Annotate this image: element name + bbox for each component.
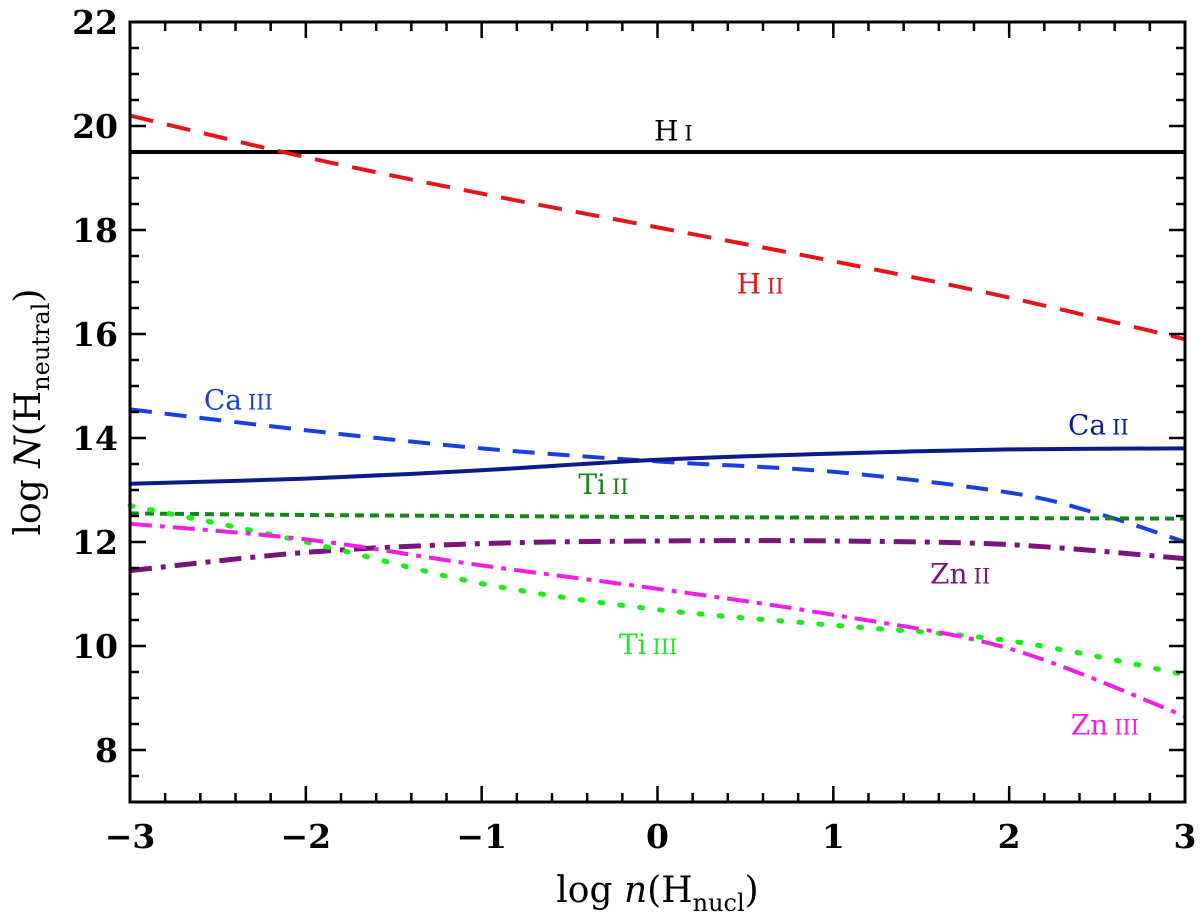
series-label-ti-iii: Ti III [619, 628, 678, 661]
series-label-zn-ii: Zn II [930, 558, 990, 591]
series-layer [127, 113, 1188, 719]
x-tick-label: 0 [646, 817, 669, 856]
x-axis-title: log n(Hnucl) [556, 870, 758, 917]
series-label-ca-iii: Ca III [204, 383, 273, 416]
x-tick-label: 2 [998, 817, 1021, 856]
series-line-ti-ii [129, 511, 1186, 521]
x-tick-label: −3 [105, 817, 156, 856]
series-line-ti-iii [127, 503, 1188, 678]
y-tick-label: 8 [95, 731, 118, 770]
x-tick-label: −2 [281, 817, 332, 856]
y-tick-label: 14 [72, 419, 118, 458]
plot-frame [128, 20, 1187, 804]
series-line-h-ii [129, 113, 1186, 342]
series-line-zn-ii [129, 538, 1186, 574]
y-tick-label: 12 [72, 523, 118, 562]
x-tick-label: 3 [1174, 817, 1197, 856]
x-tick-label: 1 [822, 817, 845, 856]
series-label-ca-ii: Ca II [1068, 408, 1129, 441]
series-label-ti-ii: Ti II [578, 468, 628, 501]
series-line-ca-iii [129, 407, 1186, 544]
x-tick-label: −1 [456, 817, 507, 856]
series-line-zn-iii [129, 521, 1186, 719]
y-tick-label: 16 [72, 315, 118, 354]
series-line-ca-ii [129, 446, 1186, 486]
labels-layer: H I H II Ca III Ca II Ti II Zn II Ti III Zn III [204, 115, 1139, 742]
y-tick-label: 20 [72, 107, 118, 146]
y-tick-label: 18 [72, 211, 118, 250]
series-label-zn-iii: Zn III [1071, 708, 1139, 741]
y-tick-label: 22 [72, 3, 118, 42]
y-tick-label: 10 [72, 627, 118, 666]
series-label-h-ii: H II [737, 267, 784, 300]
y-axis-title: log N(Hneutral) [8, 289, 55, 536]
